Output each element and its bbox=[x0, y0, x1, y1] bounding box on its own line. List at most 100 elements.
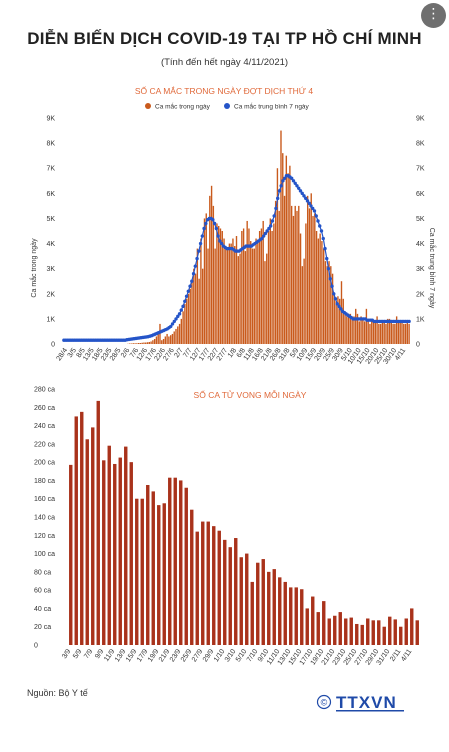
avg-point bbox=[318, 224, 322, 228]
case-bar bbox=[317, 238, 320, 344]
case-bar bbox=[141, 342, 143, 344]
case-bar bbox=[153, 338, 156, 344]
case-bar bbox=[218, 225, 220, 344]
case-bar bbox=[280, 130, 282, 344]
death-bar bbox=[85, 439, 89, 645]
case-bar bbox=[344, 311, 346, 344]
death-bar bbox=[102, 460, 106, 645]
death-bar bbox=[140, 498, 144, 645]
death-bar bbox=[250, 581, 254, 645]
x-tick-label: 4/11 bbox=[400, 648, 413, 663]
avg-point bbox=[212, 221, 217, 226]
avg-point bbox=[267, 226, 271, 231]
avg-point bbox=[293, 181, 297, 185]
case-bar bbox=[177, 326, 179, 344]
case-bar bbox=[321, 241, 323, 344]
chart1-y-axis-title-left: Ca mắc trong ngày bbox=[29, 238, 38, 298]
y-tick-label: 200 ca bbox=[34, 460, 55, 467]
y-tick-label: 40 ca bbox=[34, 606, 51, 613]
x-tick-label: 17/9 bbox=[136, 648, 150, 663]
y-tick-label: 60 ca bbox=[34, 588, 51, 595]
case-bar bbox=[228, 243, 231, 344]
y-tick-label-right: 1K bbox=[416, 316, 425, 323]
death-bar bbox=[168, 477, 172, 645]
case-bar bbox=[145, 342, 147, 344]
y-tick-label: 100 ca bbox=[34, 551, 55, 558]
case-bar bbox=[278, 210, 280, 344]
ttxvn-logo: © TTXVN bbox=[316, 691, 411, 718]
case-bar bbox=[371, 318, 373, 344]
y-tick-label-left: 2K bbox=[46, 291, 55, 298]
death-bar bbox=[388, 616, 392, 645]
case-bar bbox=[262, 220, 264, 344]
avg-point bbox=[204, 221, 208, 226]
y-tick-label: 220 ca bbox=[34, 441, 55, 448]
death-bar bbox=[190, 509, 194, 645]
case-bar bbox=[241, 231, 243, 344]
avg-point bbox=[214, 226, 219, 231]
case-bar bbox=[155, 336, 158, 344]
case-bar bbox=[267, 231, 270, 344]
case-bar bbox=[367, 321, 369, 344]
avg-point bbox=[195, 256, 199, 261]
death-bar bbox=[124, 446, 128, 645]
x-tick-label: 7/10 bbox=[246, 648, 260, 663]
death-bar bbox=[69, 464, 73, 645]
avg-point bbox=[328, 277, 332, 281]
case-bar bbox=[230, 243, 232, 344]
avg-point bbox=[265, 229, 269, 233]
death-bar bbox=[404, 618, 408, 645]
case-bar bbox=[132, 343, 134, 344]
avg-point bbox=[190, 279, 194, 283]
death-bar bbox=[162, 503, 166, 645]
death-bar bbox=[377, 620, 381, 645]
case-bar bbox=[237, 256, 239, 344]
y-tick-label-right: 0 bbox=[416, 342, 420, 349]
avg-point bbox=[198, 241, 203, 246]
avg-point bbox=[174, 317, 178, 321]
case-bar bbox=[194, 273, 197, 344]
case-bar bbox=[363, 321, 366, 344]
death-bar bbox=[410, 608, 414, 645]
y-tick-label-right: 9K bbox=[416, 116, 425, 123]
x-tick-label: 19/9 bbox=[147, 648, 161, 663]
avg-point bbox=[325, 256, 329, 261]
avg-point bbox=[200, 234, 205, 238]
case-bar bbox=[346, 316, 348, 344]
more-options-button[interactable]: ⋮ bbox=[421, 3, 446, 28]
case-bar bbox=[168, 336, 170, 344]
y-tick-label-right: 7K bbox=[416, 166, 425, 173]
case-bar bbox=[319, 233, 321, 344]
case-bar bbox=[290, 205, 293, 344]
death-bar bbox=[371, 620, 375, 645]
case-bar bbox=[331, 273, 334, 344]
avg-point bbox=[184, 294, 189, 298]
y-tick-label: 120 ca bbox=[34, 533, 55, 540]
case-bar bbox=[385, 323, 387, 344]
case-bar bbox=[146, 342, 149, 344]
case-bar bbox=[383, 321, 385, 344]
daily-deaths-chart: SỐ CA TỬ VONG MỖI NGÀY 0 20 ca 40 ca 60 ca 8… bbox=[34, 387, 419, 667]
case-bar bbox=[314, 213, 316, 344]
case-bar bbox=[349, 313, 352, 344]
case-bar bbox=[404, 323, 407, 344]
case-bar bbox=[191, 281, 193, 344]
case-bar bbox=[260, 228, 263, 344]
page-subtitle: (Tính đến hết ngày 4/11/2021) bbox=[160, 57, 289, 68]
case-bar bbox=[308, 208, 311, 344]
case-bar bbox=[362, 318, 364, 344]
case-bar bbox=[388, 318, 391, 344]
death-bar bbox=[118, 457, 122, 645]
avg-point bbox=[197, 249, 201, 253]
x-tick-label: 23/9 bbox=[169, 648, 183, 663]
copyright-symbol: © bbox=[321, 698, 328, 708]
death-bar bbox=[272, 569, 276, 645]
avg-point bbox=[181, 304, 185, 309]
case-bar bbox=[162, 338, 165, 344]
avg-point bbox=[290, 176, 294, 180]
x-tick-label: 7/9 bbox=[83, 648, 94, 660]
avg-point bbox=[330, 284, 334, 288]
case-bar bbox=[271, 231, 273, 344]
case-bar bbox=[248, 228, 250, 344]
death-bar bbox=[366, 618, 370, 645]
